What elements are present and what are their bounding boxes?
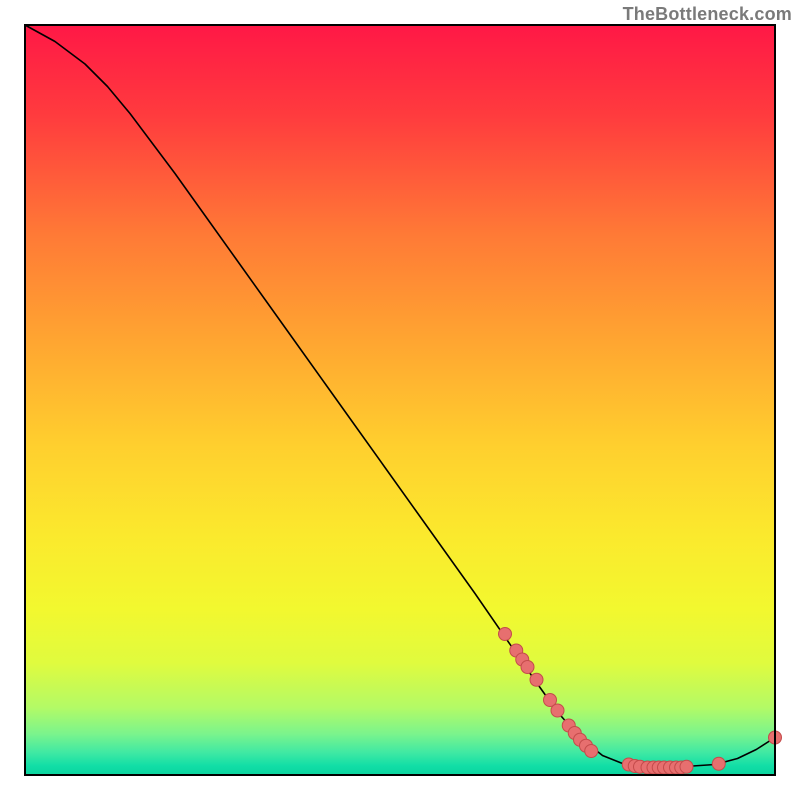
data-point <box>530 673 543 686</box>
chart-svg <box>0 0 800 800</box>
bottleneck-chart <box>0 0 800 800</box>
data-point <box>499 628 512 641</box>
data-point <box>680 760 693 773</box>
data-point <box>521 661 534 674</box>
data-point <box>585 745 598 758</box>
watermark-text: TheBottleneck.com <box>623 4 792 25</box>
data-point <box>712 757 725 770</box>
plot-background <box>25 25 775 775</box>
data-point <box>551 704 564 717</box>
